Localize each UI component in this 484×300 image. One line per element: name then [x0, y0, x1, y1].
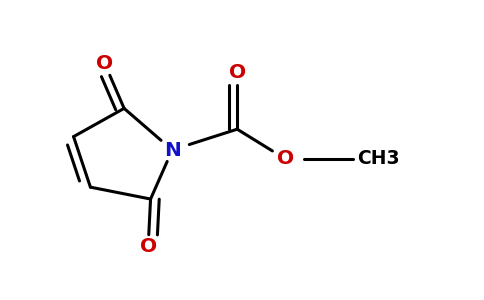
Text: O: O — [228, 63, 246, 82]
Text: O: O — [96, 54, 113, 73]
Text: O: O — [139, 237, 157, 256]
Text: O: O — [277, 149, 294, 168]
Text: CH3: CH3 — [358, 149, 400, 168]
Text: N: N — [164, 140, 181, 160]
